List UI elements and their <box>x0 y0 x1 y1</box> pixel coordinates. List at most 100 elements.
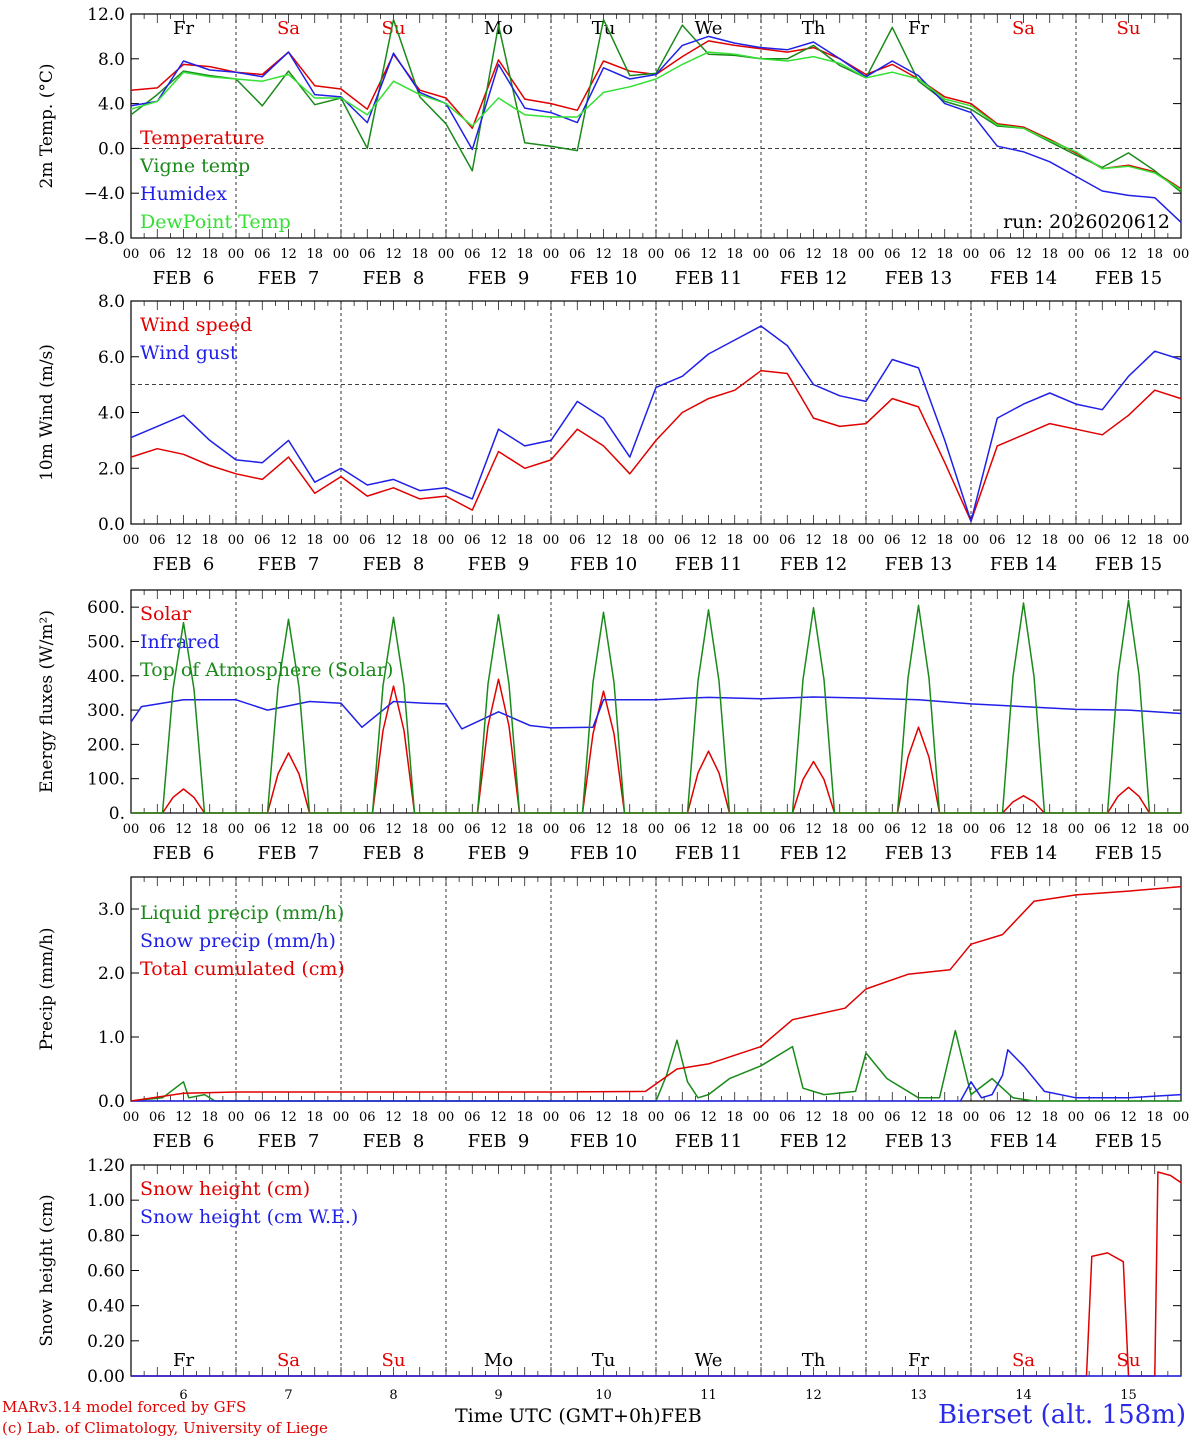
hour-tick-label: 18 <box>726 533 743 548</box>
hour-tick-label: 06 <box>884 247 901 262</box>
weekday-label: Mo <box>484 1350 513 1371</box>
hour-tick-label: 12 <box>280 822 297 837</box>
hour-tick-label: 12 <box>700 822 717 837</box>
hour-tick-label: 18 <box>726 1110 743 1125</box>
hour-tick-label: 00 <box>228 822 245 837</box>
date-label: FEB 7 <box>258 1131 320 1152</box>
y-tick-label: 6.0 <box>98 348 125 368</box>
hour-tick-label: 18 <box>411 247 428 262</box>
hour-tick-label: 12 <box>700 247 717 262</box>
hour-tick-label: 18 <box>831 1110 848 1125</box>
hour-tick-label: 18 <box>516 822 533 837</box>
date-label: FEB 14 <box>990 554 1057 575</box>
hour-tick-label: 18 <box>621 822 638 837</box>
date-label: FEB 12 <box>780 554 847 575</box>
hour-tick-label: 06 <box>359 1110 376 1125</box>
date-label: FEB 15 <box>1095 1131 1162 1152</box>
hour-tick-label: 06 <box>254 1110 271 1125</box>
legend-entry: Total cumulated (cm) <box>140 958 345 980</box>
hour-tick-label: 06 <box>989 247 1006 262</box>
y-axis-label: Energy fluxes (W/m²) <box>37 610 57 793</box>
hour-tick-label: 06 <box>464 247 481 262</box>
hour-tick-label: 12 <box>1015 1110 1032 1125</box>
y-tick-label: 1.0 <box>98 1028 125 1048</box>
date-label: FEB 10 <box>570 268 637 289</box>
hour-tick-label: 18 <box>411 1110 428 1125</box>
hour-tick-label: 06 <box>464 1110 481 1125</box>
hour-tick-label: 12 <box>175 533 192 548</box>
hour-tick-label: 12 <box>700 533 717 548</box>
hour-tick-label: 12 <box>1120 1110 1137 1125</box>
date-label: FEB 12 <box>780 843 847 864</box>
date-label: FEB 8 <box>363 554 425 575</box>
hour-tick-label: 18 <box>306 247 323 262</box>
hour-tick-label: 18 <box>411 533 428 548</box>
series-line-total-cumulated-cm <box>130 885 1182 1102</box>
hour-tick-label: 12 <box>280 1110 297 1125</box>
date-label: FEB 9 <box>468 554 530 575</box>
date-label: FEB 13 <box>885 268 952 289</box>
hour-tick-label: 00 <box>1173 1110 1190 1125</box>
weekday-label: We <box>695 18 723 39</box>
weekday-label: Fr <box>173 1350 194 1371</box>
date-label: FEB 8 <box>363 1131 425 1152</box>
date-label: FEB 11 <box>675 1131 742 1152</box>
date-label: FEB 9 <box>468 1131 530 1152</box>
hour-tick-label: 12 <box>595 1110 612 1125</box>
date-label: FEB 11 <box>675 268 742 289</box>
y-tick-label: 0.0 <box>98 1092 125 1112</box>
day-number-label: 15 <box>1120 1388 1137 1403</box>
hour-tick-label: 00 <box>438 822 455 837</box>
legend-entry: Vigne temp <box>139 155 250 177</box>
hour-tick-label: 12 <box>805 533 822 548</box>
legend-entry: DewPoint Temp <box>140 211 291 233</box>
legend-entry: Temperature <box>140 127 264 149</box>
weekday-label: Sa <box>277 18 300 39</box>
hour-tick-label: 00 <box>228 247 245 262</box>
hour-tick-label: 00 <box>333 822 350 837</box>
date-label: FEB 10 <box>570 1131 637 1152</box>
date-label: FEB 6 <box>153 268 215 289</box>
hour-tick-label: 12 <box>385 1110 402 1125</box>
date-label: FEB 13 <box>885 554 952 575</box>
hour-tick-label: 18 <box>831 247 848 262</box>
hour-tick-label: 06 <box>464 533 481 548</box>
hour-tick-label: 06 <box>1094 822 1111 837</box>
hour-tick-label: 00 <box>123 247 140 262</box>
hour-tick-label: 12 <box>490 822 507 837</box>
panel-frame <box>130 300 1182 525</box>
date-label: FEB 10 <box>570 554 637 575</box>
lab-credit: (c) Lab. of Climatology, University of L… <box>2 1419 328 1437</box>
legend-entry: Liquid precip (mm/h) <box>140 902 344 924</box>
hour-tick-label: 06 <box>569 247 586 262</box>
hour-tick-label: 06 <box>779 1110 796 1125</box>
legend-entry: Solar <box>140 603 192 625</box>
y-tick-label: 0.20 <box>87 1332 125 1352</box>
hour-tick-label: 00 <box>438 1110 455 1125</box>
date-label: FEB 14 <box>990 1131 1057 1152</box>
weekday-label: Th <box>802 18 826 39</box>
hour-tick-label: 12 <box>595 247 612 262</box>
hour-tick-label: 12 <box>175 247 192 262</box>
date-label: FEB 14 <box>990 843 1057 864</box>
series-line-snow-precip-mm-h <box>131 1049 1182 1102</box>
y-tick-label: 4.0 <box>98 404 125 424</box>
legend-entry: Snow height (cm W.E.) <box>140 1206 358 1228</box>
hour-tick-label: 00 <box>438 533 455 548</box>
day-number-label: 13 <box>910 1388 927 1403</box>
hour-tick-label: 00 <box>1173 247 1190 262</box>
hour-tick-label: 06 <box>674 1110 691 1125</box>
weekday-label: Sa <box>1012 1350 1035 1371</box>
hour-tick-label: 06 <box>674 533 691 548</box>
hour-tick-label: 12 <box>385 533 402 548</box>
hour-tick-label: 06 <box>359 822 376 837</box>
date-label: FEB 15 <box>1095 554 1162 575</box>
y-tick-label: 0.0 <box>98 515 125 535</box>
hour-tick-label: 18 <box>201 247 218 262</box>
hour-tick-label: 18 <box>936 822 953 837</box>
hour-tick-label: 00 <box>333 1110 350 1125</box>
hour-tick-label: 00 <box>858 533 875 548</box>
hour-tick-label: 00 <box>753 822 770 837</box>
y-tick-label: 100. <box>87 770 125 790</box>
